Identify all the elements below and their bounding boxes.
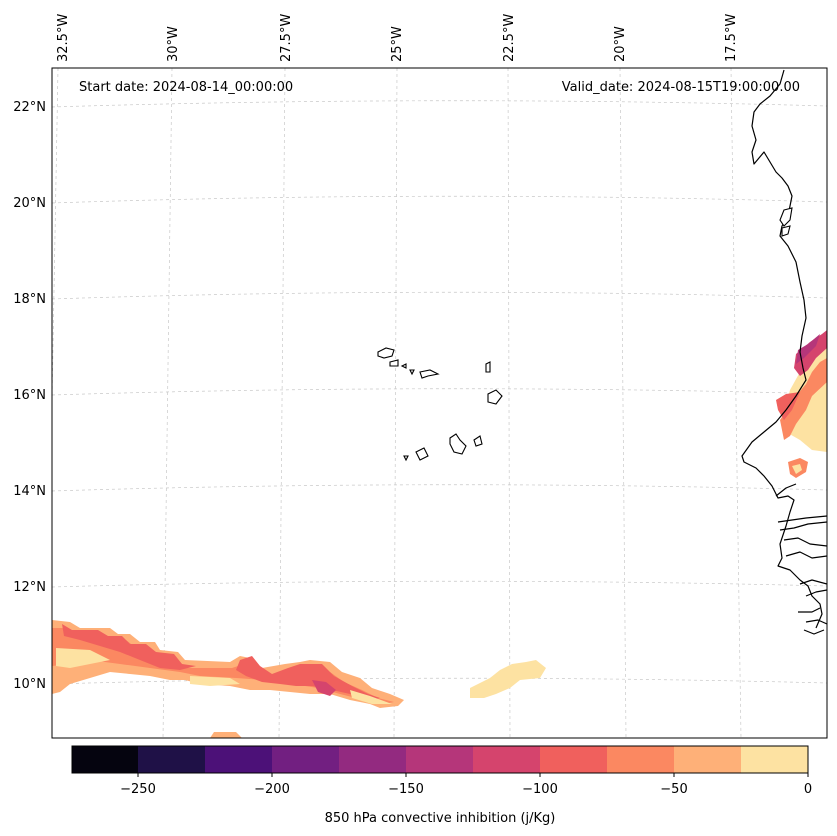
colorbar: −250 −200 −150 −100 −50 0 850 hPa convec…	[71, 745, 812, 826]
lat-label: 10°N	[13, 677, 46, 692]
cin-band-southwest	[52, 620, 546, 738]
lat-label: 20°N	[13, 196, 46, 211]
map-panel: Start date: 2024-08-14_00:00:00 Valid_da…	[13, 14, 828, 739]
colorbar-tick-labels: −250 −200 −150 −100 −50 0	[120, 782, 812, 797]
colorbar-tick-label: −150	[388, 782, 424, 797]
colorbar-swatch	[72, 746, 139, 773]
cin-band-senegal-coast	[776, 330, 827, 478]
cape-verde-islands	[377, 347, 503, 462]
colorbar-swatch	[339, 746, 406, 773]
lon-label: 30°W	[166, 26, 181, 62]
colorbar-swatch	[674, 746, 741, 773]
latitude-labels: 22°N 20°N 18°N 16°N 14°N 12°N 10°N	[13, 100, 46, 692]
lat-label: 22°N	[13, 100, 46, 115]
colorbar-swatch	[406, 746, 473, 773]
colorbar-tick-label: −50	[660, 782, 687, 797]
lon-label: 22.5°W	[502, 14, 517, 62]
colorbar-tick-label: −200	[254, 782, 290, 797]
map-background	[52, 68, 827, 738]
colorbar-swatch	[607, 746, 674, 773]
lat-label: 14°N	[13, 484, 46, 499]
lon-label: 27.5°W	[279, 14, 294, 62]
lat-label: 12°N	[13, 580, 46, 595]
colorbar-swatch	[473, 746, 540, 773]
colorbar-tick-label: 0	[804, 782, 812, 797]
colorbar-swatch	[272, 746, 339, 773]
start-date-label: Start date: 2024-08-14_00:00:00	[79, 80, 293, 95]
colorbar-frame	[71, 745, 809, 774]
longitude-labels: 32.5°W 30°W 27.5°W 25°W 22.5°W 20°W 17.5…	[56, 14, 739, 62]
colorbar-ticks	[137, 773, 809, 777]
african-coastline	[741, 69, 827, 635]
lat-label: 18°N	[13, 292, 46, 307]
lon-label: 20°W	[613, 26, 628, 62]
colorbar-tick-label: −100	[522, 782, 558, 797]
lon-label: 32.5°W	[56, 14, 71, 62]
map-frame	[51, 67, 828, 739]
colorbar-swatch	[741, 746, 808, 773]
colorbar-title: 850 hPa convective inhibition (j/Kg)	[325, 811, 556, 826]
colorbar-tick-label: −250	[120, 782, 156, 797]
colorbar-swatch	[138, 746, 205, 773]
lon-label: 17.5°W	[724, 14, 739, 62]
graticule	[52, 68, 827, 738]
colorbar-swatches	[72, 746, 808, 773]
colorbar-swatch	[540, 746, 607, 773]
colorbar-swatch	[205, 746, 272, 773]
valid-date-label: Valid_date: 2024-08-15T19:00:00.00	[562, 80, 800, 95]
lat-label: 16°N	[13, 388, 46, 403]
lon-label: 25°W	[390, 26, 405, 62]
